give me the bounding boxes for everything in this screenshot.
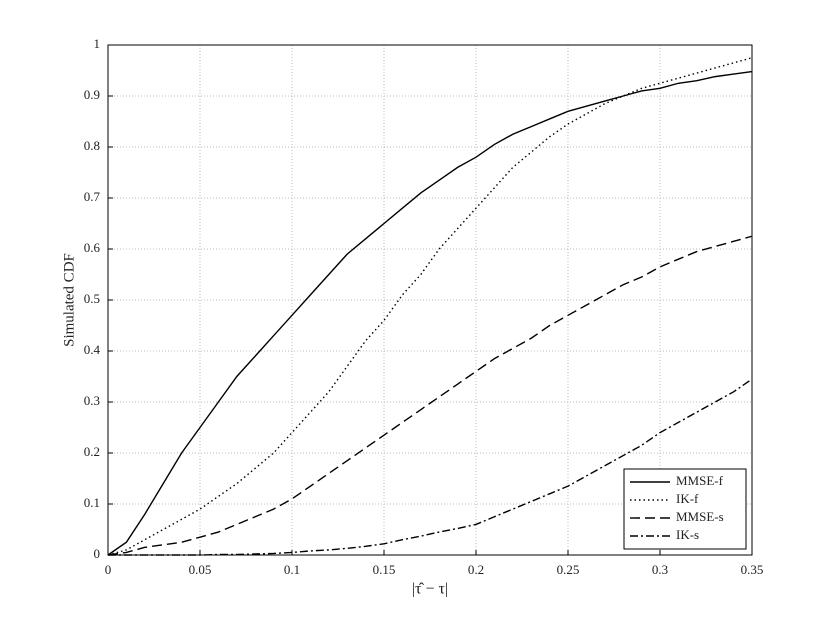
legend-label: MMSE-f — [676, 473, 724, 488]
y-tick-label: 0.4 — [84, 342, 101, 357]
y-axis-label: Simulated CDF — [61, 253, 77, 347]
y-tick-label: 0.9 — [84, 87, 100, 102]
x-axis-label: |τ̂ − τ| — [412, 581, 448, 598]
legend-label: IK-s — [676, 527, 699, 542]
y-tick-label: 1 — [94, 36, 101, 51]
y-tick-label: 0.7 — [84, 189, 101, 204]
series-line — [108, 378, 753, 556]
x-tick-label: 0.2 — [468, 562, 484, 577]
legend-label: MMSE-s — [676, 509, 724, 524]
y-tick-label: 0.3 — [84, 393, 100, 408]
y-tick-label: 0.1 — [84, 495, 100, 510]
y-tick-label: 0.2 — [84, 444, 100, 459]
x-tick-label: 0 — [105, 562, 112, 577]
x-tick-label: 0.15 — [373, 562, 396, 577]
series-line — [107, 235, 753, 556]
legend-label: IK-f — [676, 491, 699, 506]
x-tick-label: 0.1 — [284, 562, 300, 577]
plot-frame — [107, 44, 753, 556]
x-tick-label: 0.25 — [557, 562, 580, 577]
y-tick-label: 0.5 — [84, 291, 100, 306]
x-tick-label: 0.3 — [652, 562, 668, 577]
y-tick-label: 0.6 — [84, 240, 101, 255]
y-tick-label: 0.8 — [84, 138, 100, 153]
x-tick-label: 0.05 — [189, 562, 212, 577]
series-line — [107, 57, 753, 556]
y-tick-label: 0 — [94, 546, 101, 561]
x-tick-label: 0.35 — [741, 562, 764, 577]
series-line — [107, 70, 753, 556]
